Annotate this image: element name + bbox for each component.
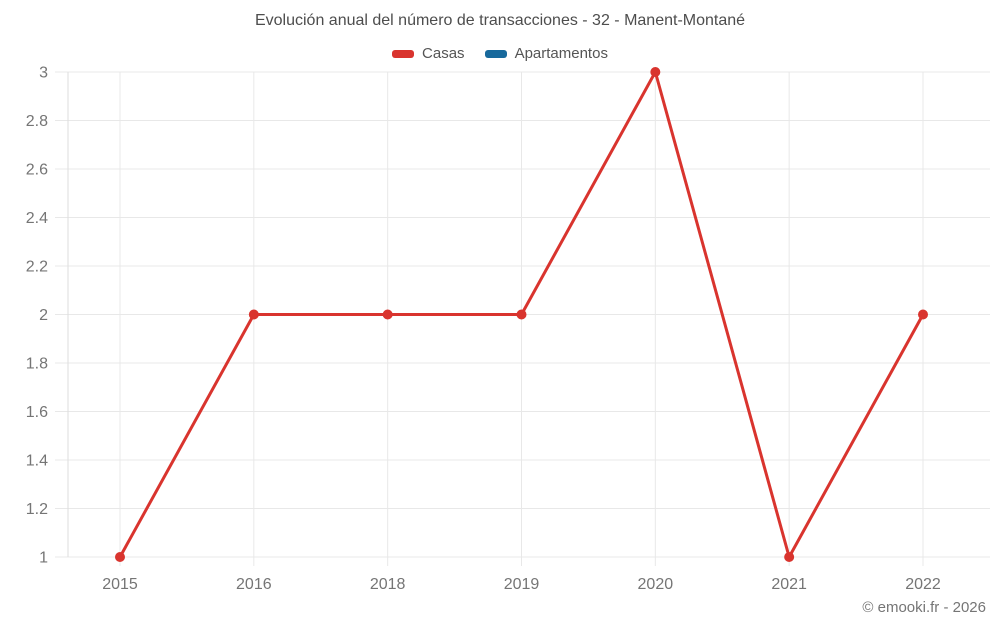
data-point-casas-2022[interactable] [918, 309, 928, 320]
y-tick-label: 1.6 [26, 404, 48, 421]
chart-title: Evolución anual del número de transaccio… [254, 12, 746, 29]
x-tick-label: 2019 [504, 576, 540, 593]
data-point-casas-2020[interactable] [650, 67, 661, 77]
data-point-casas-2015[interactable] [115, 552, 125, 562]
y-tick-label: 2.4 [26, 210, 48, 227]
x-tick-label: 2022 [905, 576, 941, 593]
legend-swatch-apartamentos-icon [484, 49, 507, 58]
legend-swatch-casas-icon [392, 49, 415, 58]
x-tick-label: 2015 [102, 576, 138, 593]
x-tick-label: 2018 [370, 576, 406, 593]
y-tick-label: 1 [39, 550, 48, 567]
chart-legend: Casas Apartamentos [0, 45, 1000, 62]
data-point-casas-2021[interactable] [784, 552, 795, 562]
data-point-casas-2016[interactable] [248, 309, 259, 320]
x-tick-label: 2016 [236, 576, 272, 593]
x-tick-label: 2021 [771, 576, 807, 593]
legend-label-apartamentos: Apartamentos [514, 45, 608, 62]
y-tick-label: 2.8 [26, 113, 48, 130]
data-point-casas-2018[interactable] [382, 309, 393, 320]
legend-item-apartamentos[interactable]: Apartamentos [484, 45, 608, 62]
y-tick-label: 1.2 [26, 501, 48, 518]
y-tick-label: 2.6 [26, 162, 48, 179]
data-point-casas-2019[interactable] [516, 309, 527, 320]
legend-label-casas: Casas [422, 45, 465, 62]
x-tick-label: 2020 [638, 576, 674, 593]
y-tick-label: 2 [39, 307, 48, 324]
y-tick-label: 2.2 [26, 259, 48, 276]
y-tick-label: 1.8 [26, 356, 48, 373]
y-tick-label: 1.4 [26, 453, 48, 470]
y-tick-label: 3 [39, 65, 48, 82]
legend-item-casas[interactable]: Casas [392, 45, 465, 62]
copyright-text: © emooki.fr - 2026 [862, 599, 986, 616]
